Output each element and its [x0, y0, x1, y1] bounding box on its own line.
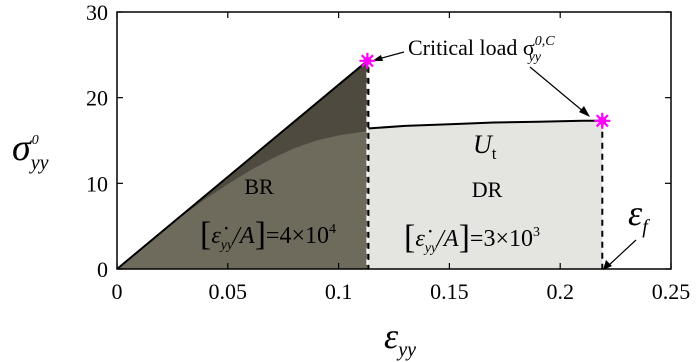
br-region-label: BR	[244, 174, 274, 199]
y-tick-labels: 0 10 20 30	[86, 0, 108, 282]
critical-load-arrowhead-left	[372, 55, 383, 61]
brittle-region-light-fill	[117, 131, 368, 269]
ut-label: Ut	[473, 130, 497, 163]
x-tick-label: 0.25	[652, 279, 691, 304]
failure-strain-label: εf	[628, 193, 650, 238]
brittle-loading-line	[117, 60, 369, 269]
dr-strain-rate-label: [ε̇yy/A]=3×103	[404, 219, 540, 256]
x-tick-label: 0.15	[430, 279, 469, 304]
critical-load-marker	[359, 52, 376, 69]
axis-ticks	[116, 11, 672, 270]
y-tick-label: 10	[86, 171, 108, 196]
x-tick-label: 0.1	[325, 279, 353, 304]
critical-load-markers	[359, 52, 611, 129]
x-tick-labels: 0 0.05 0.1 0.15 0.2 0.25	[112, 279, 691, 304]
plot-frame	[116, 11, 672, 270]
failure-strain-arrow	[607, 239, 637, 267]
critical-load-arrowhead-right	[579, 106, 590, 117]
critical-load-arrow-left	[377, 51, 405, 60]
x-tick-label: 0	[112, 279, 123, 304]
critical-load-label: Critical load σ0,C yy	[408, 34, 555, 65]
critical-load-arrow-right	[529, 66, 585, 113]
x-tick-label: 0.05	[209, 279, 248, 304]
y-axis-label: σ0 yy	[12, 127, 49, 174]
br-strain-rate-label: [ε̇yy/A]=4×104	[200, 216, 336, 253]
failure-strain-arrowhead	[603, 260, 612, 270]
y-tick-label: 20	[86, 86, 108, 111]
ductile-region-fill	[367, 120, 603, 269]
x-axis-label: εyy	[384, 316, 416, 361]
critical-load-marker	[594, 112, 611, 129]
ductile-plateau-line	[367, 119, 603, 130]
y-tick-label: 30	[86, 0, 108, 25]
x-tick-label: 0.2	[546, 279, 574, 304]
dr-region-label: DR	[472, 177, 503, 202]
y-tick-label: 0	[97, 257, 108, 282]
